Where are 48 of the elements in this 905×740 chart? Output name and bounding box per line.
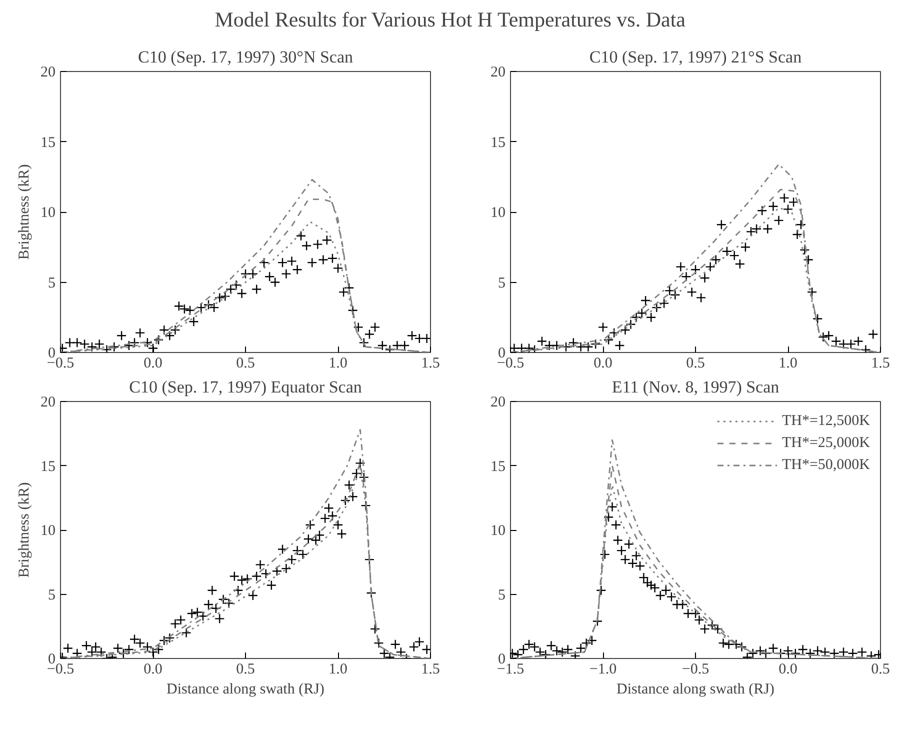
x-tick-label: 1.5 (871, 356, 890, 372)
y-tick-label: 10 (490, 205, 506, 221)
x-tick-label: 0.0 (778, 662, 798, 678)
x-tick-label: 0.5 (871, 662, 890, 678)
x-tick-label: 0.0 (144, 662, 162, 678)
x-tick-label: 1.0 (328, 662, 348, 678)
y-tick-label: 0 (48, 652, 56, 668)
chart-subtitle: C10 (Sep. 17, 1997) 21°S Scan (589, 48, 802, 66)
x-tick-label: 0.5 (686, 356, 705, 372)
x-tick-label: −1.0 (589, 662, 617, 678)
y-tick-label: 20 (490, 64, 506, 80)
x-tick-label: 0.5 (236, 356, 255, 372)
y-tick-label: 20 (40, 64, 56, 80)
y-tick-label: 0 (498, 652, 506, 668)
y-tick-label: 15 (40, 134, 56, 151)
y-tick-label: 5 (498, 587, 506, 604)
x-tick-label: 0.0 (594, 356, 612, 372)
x-tick-label: 1.5 (421, 662, 440, 678)
x-tick-label: 1.0 (328, 356, 348, 372)
y-tick-label: 5 (498, 275, 506, 292)
y-tick-label: 0 (48, 346, 56, 362)
y-axis-title: Brightness (kR) (16, 482, 32, 578)
x-tick-label: 1.0 (778, 356, 798, 372)
y-tick-label: 15 (490, 458, 506, 475)
y-tick-label: 15 (40, 458, 56, 475)
legend-label: TH*=12,500K (782, 412, 870, 430)
y-axis-title: Brightness (kR) (16, 164, 32, 260)
chart-subtitle: C10 (Sep. 17, 1997) Equator Scan (129, 378, 362, 396)
y-tick-label: 5 (48, 587, 56, 604)
x-tick-label: 0.5 (236, 662, 255, 678)
y-tick-label: 10 (490, 523, 506, 539)
y-tick-label: 20 (490, 394, 506, 410)
chart-title: Model Results for Various Hot H Temperatures vs. Data (214, 8, 686, 32)
y-tick-label: 20 (40, 394, 56, 410)
legend-label: TH*=50,000K (782, 456, 870, 474)
chart-subtitle: C10 (Sep. 17, 1997) 30°N Scan (138, 48, 354, 66)
legend-label: TH*=25,000K (782, 434, 870, 452)
y-tick-label: 10 (40, 205, 56, 221)
x-tick-label: 0.0 (144, 356, 162, 372)
x-axis-title: Distance along swath (RJ) (166, 682, 324, 698)
x-tick-label: −0.5 (682, 662, 710, 678)
y-tick-label: 10 (40, 523, 56, 539)
x-axis-title: Distance along swath (RJ) (616, 682, 774, 698)
chart-subtitle: E11 (Nov. 8, 1997) Scan (612, 378, 780, 396)
x-tick-label: 1.5 (421, 356, 440, 372)
y-tick-label: 15 (490, 134, 506, 151)
y-tick-label: 5 (48, 275, 56, 292)
y-tick-label: 0 (498, 346, 506, 362)
